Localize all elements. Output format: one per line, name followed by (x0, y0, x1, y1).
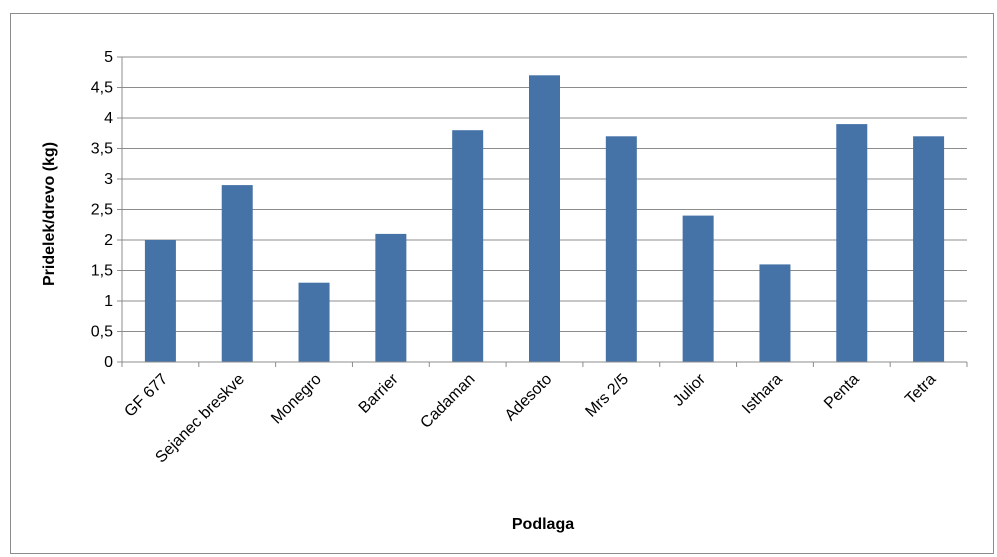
bar (605, 136, 637, 362)
bar (759, 264, 791, 362)
x-tick-label: Isthara (739, 371, 786, 418)
y-tick-label: 4 (104, 110, 113, 127)
y-tick-label: 3 (104, 171, 113, 188)
bar (452, 130, 484, 362)
bar (221, 185, 253, 362)
x-tick-label: GF 677 (121, 371, 171, 421)
y-tick-label: 0,5 (91, 324, 113, 341)
bar (375, 233, 407, 362)
bar (529, 75, 560, 363)
y-tick-label: 2 (104, 232, 113, 249)
x-tick-label: Julior (670, 370, 710, 410)
axes (117, 56, 968, 367)
x-tick-label: Adesoto (502, 371, 556, 425)
y-tick-labels: 0 0,5 1 1,5 2 2,5 3 3,5 4 4,5 5 (91, 49, 113, 371)
x-axis-title: Podlaga (512, 516, 574, 533)
y-axis-title: Pridelek/drevo (kg) (41, 142, 58, 286)
y-tick-label: 1 (104, 293, 113, 310)
y-tick-label: 2,5 (91, 202, 113, 219)
x-tick-label: Tetra (902, 371, 939, 408)
bar (682, 215, 714, 362)
y-tick-label: 3,5 (91, 141, 113, 158)
y-tick-label: 1,5 (91, 263, 113, 280)
y-tick-label: 5 (104, 49, 113, 66)
bar (836, 124, 868, 362)
x-tick-label: Monegro (268, 371, 325, 428)
bar (913, 136, 945, 362)
x-tick-label: Mrs 2/5 (582, 371, 632, 421)
y-tick-label: 4,5 (91, 80, 113, 97)
x-tick-label: Cadaman (417, 371, 478, 432)
bars (144, 75, 945, 363)
x-tick-label: Penta (821, 371, 863, 413)
bar (144, 240, 176, 362)
x-tick-label: Barrier (356, 370, 402, 416)
y-tick-label: 0 (104, 354, 113, 371)
bar (298, 282, 330, 362)
